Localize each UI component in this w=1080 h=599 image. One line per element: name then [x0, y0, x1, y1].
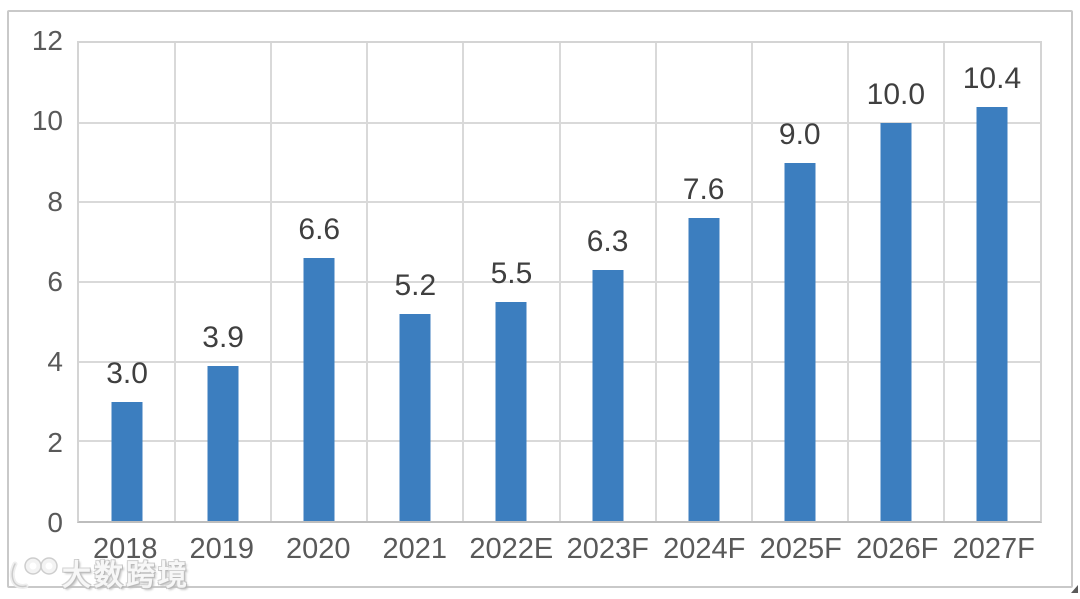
- x-axis-tick-label: 2023F: [566, 533, 649, 565]
- bar-value-label: 5.2: [394, 268, 437, 302]
- bar-2026F: [880, 122, 912, 521]
- bar-2020: [303, 258, 335, 521]
- gridline-vertical: [750, 43, 753, 521]
- bar-2022E: [495, 301, 527, 521]
- gridline-vertical: [366, 43, 369, 521]
- plot-area: 3.0 3.9 6.6 5.2 5.5 6.3 7.6 9.0 10.0 10.4: [77, 41, 1042, 523]
- bar-2018: [111, 401, 143, 521]
- bar-2027F: [976, 106, 1008, 521]
- x-axis-tick-label: 2019: [189, 533, 255, 565]
- gridline-vertical: [942, 43, 945, 521]
- gridline-vertical: [558, 43, 561, 521]
- bar-value-label: 6.6: [298, 213, 341, 247]
- bar-value-label: 3.9: [202, 320, 244, 354]
- bar-value-label: 6.3: [586, 225, 629, 259]
- x-axis-tick-label: 2024F: [663, 533, 746, 565]
- y-axis-tick-label: 4: [47, 346, 63, 378]
- y-axis-tick-label: 0: [47, 507, 63, 538]
- bar-value-label: 7.6: [682, 173, 725, 207]
- bar-2024F: [688, 218, 720, 521]
- x-axis-tick-label: 2020: [285, 533, 351, 565]
- gridline-vertical: [270, 43, 273, 521]
- bar-value-label: 10.0: [866, 77, 926, 111]
- y-axis-tick-label: 6: [47, 266, 63, 297]
- y-axis: 0 2 4 6 8 10 12: [0, 27, 63, 537]
- bar-2025F: [784, 162, 816, 521]
- bar-value-label: 3.0: [106, 356, 148, 390]
- x-axis-tick-label: 2025F: [759, 533, 842, 565]
- gridline-vertical: [654, 43, 657, 521]
- bar-2021: [399, 313, 431, 521]
- x-axis-tick-label: 2026F: [856, 533, 939, 565]
- bar-2019: [207, 365, 239, 521]
- y-axis-tick-label: 8: [47, 185, 63, 217]
- gridline-vertical: [462, 43, 465, 521]
- x-axis-tick-label: 2021: [382, 533, 448, 565]
- x-axis-tick-label: 2022E: [469, 533, 554, 565]
- bar-value-label: 10.4: [962, 61, 1022, 95]
- y-axis-tick-label: 10: [31, 105, 63, 137]
- bar-2023F: [592, 270, 624, 521]
- y-axis-tick-label: 12: [31, 25, 63, 56]
- bar-value-label: 9.0: [778, 117, 821, 151]
- gridline-vertical: [846, 43, 849, 521]
- x-axis-tick-label: 2027F: [952, 533, 1035, 565]
- y-axis-tick-label: 2: [47, 426, 63, 458]
- corner-artifact: [1071, 585, 1078, 593]
- x-axis: 2018 2019 2020 2021 2022E 2023F 2024F 2025F 2026…: [77, 535, 1042, 571]
- bar-value-label: 5.5: [490, 256, 533, 290]
- gridline-vertical: [174, 43, 177, 521]
- watermark-100-smiley-icon: [9, 557, 58, 589]
- x-axis-tick-label: 2018: [92, 533, 158, 565]
